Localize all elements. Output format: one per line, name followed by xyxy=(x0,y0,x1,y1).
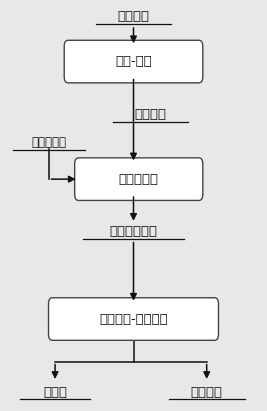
Text: 净化钒铬溶液: 净化钒铬溶液 xyxy=(109,225,158,238)
Text: 氢氧化铬: 氢氧化铬 xyxy=(191,386,223,399)
Text: 钙化沉钒-水解沉铬: 钙化沉钒-水解沉铬 xyxy=(99,312,168,326)
Text: 钒铬废渣: 钒铬废渣 xyxy=(117,10,150,23)
Text: 水洗-酸溶: 水洗-酸溶 xyxy=(115,55,152,68)
FancyBboxPatch shape xyxy=(64,40,203,83)
Text: 钒酸钙: 钒酸钙 xyxy=(43,386,67,399)
FancyBboxPatch shape xyxy=(75,158,203,201)
Text: 含钙化合物: 含钙化合物 xyxy=(31,136,66,149)
FancyBboxPatch shape xyxy=(49,298,218,340)
Text: 钒铬溶液: 钒铬溶液 xyxy=(135,108,167,121)
Text: 除杂及脱硫: 除杂及脱硫 xyxy=(119,173,159,186)
